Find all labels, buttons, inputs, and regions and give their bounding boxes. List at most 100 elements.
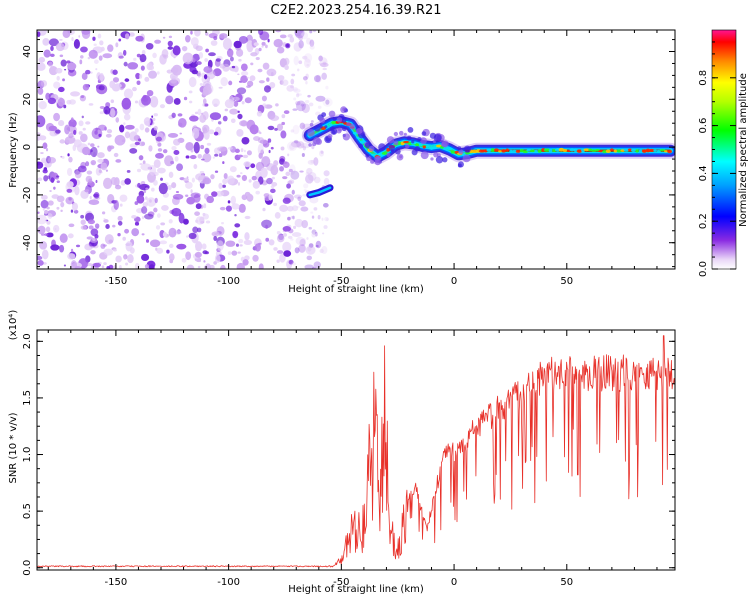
noise-speckle xyxy=(299,238,306,247)
ridge-hotspot xyxy=(620,149,625,152)
colorbar-tick-label: 0.6 xyxy=(698,118,709,134)
ridge-hotspot xyxy=(562,148,568,153)
noise-speckle xyxy=(49,190,52,192)
noise-speckle xyxy=(296,93,302,96)
ridge-blob xyxy=(370,159,375,164)
noise-speckle xyxy=(112,69,118,75)
noise-speckle xyxy=(306,63,310,67)
noise-speckle xyxy=(62,78,65,82)
noise-speckle xyxy=(64,136,76,144)
noise-speckle xyxy=(322,61,327,65)
noise-speckle xyxy=(93,43,97,46)
noise-speckle xyxy=(162,231,167,238)
noise-speckle xyxy=(268,149,271,154)
noise-speckle xyxy=(237,73,240,76)
noise-speckle xyxy=(222,161,225,165)
noise-speckle xyxy=(152,52,157,59)
noise-speckle xyxy=(117,233,121,237)
noise-speckle xyxy=(298,35,304,41)
noise-speckle xyxy=(113,177,120,187)
ridge-blob xyxy=(336,117,343,123)
noise-speckle xyxy=(219,33,228,39)
noise-speckle xyxy=(270,72,274,77)
noise-speckle xyxy=(82,83,90,91)
noise-speckle xyxy=(261,45,264,48)
noise-speckle xyxy=(181,46,188,52)
noise-speckle xyxy=(103,248,113,256)
noise-speckle xyxy=(144,196,148,200)
noise-speckle xyxy=(154,197,158,204)
noise-speckle xyxy=(305,37,312,45)
noise-speckle xyxy=(80,55,84,59)
noise-speckle xyxy=(236,174,241,178)
noise-speckle xyxy=(107,145,112,152)
noise-speckle xyxy=(195,203,202,210)
x-tick-label: -50 xyxy=(333,276,349,287)
noise-speckle xyxy=(117,215,123,221)
noise-speckle xyxy=(298,60,303,65)
noise-speckle xyxy=(322,67,327,71)
noise-speckle xyxy=(94,59,99,64)
noise-speckle xyxy=(303,183,309,189)
noise-speckle xyxy=(242,259,249,266)
noise-speckle xyxy=(309,45,315,50)
noise-speckle xyxy=(58,120,65,127)
noise-speckle xyxy=(291,205,299,212)
ridge-blob xyxy=(399,155,403,159)
noise-speckle xyxy=(44,233,49,236)
noise-speckle xyxy=(277,75,285,81)
noise-speckle xyxy=(125,241,133,252)
ridge-blob xyxy=(307,129,315,137)
noise-speckle xyxy=(238,35,248,44)
noise-speckle xyxy=(290,140,302,148)
noise-speckle xyxy=(119,264,122,269)
ridge-blob xyxy=(399,130,404,136)
noise-speckle xyxy=(167,184,172,191)
noise-speckle xyxy=(214,254,221,263)
noise-speckle xyxy=(218,86,223,89)
noise-speckle xyxy=(293,97,297,101)
noise-speckle xyxy=(194,251,202,258)
noise-speckle xyxy=(189,154,197,160)
ridge-hotspot xyxy=(529,149,536,153)
noise-speckle xyxy=(197,108,202,116)
noise-speckle xyxy=(153,207,158,213)
noise-speckle xyxy=(226,175,235,185)
noise-speckle xyxy=(59,233,68,243)
noise-speckle xyxy=(321,217,324,221)
noise-speckle xyxy=(300,30,304,33)
noise-speckle xyxy=(54,228,57,231)
noise-speckle xyxy=(216,240,224,251)
noise-speckle xyxy=(87,219,96,225)
noise-speckle xyxy=(106,266,111,269)
noise-speckle xyxy=(253,136,261,142)
ridge-blob xyxy=(441,140,449,148)
noise-speckle xyxy=(70,209,74,213)
noise-speckle xyxy=(293,194,302,199)
noise-speckle xyxy=(313,157,319,166)
noise-speckle xyxy=(287,34,293,38)
noise-speckle xyxy=(47,61,53,67)
y-tick-label: 40 xyxy=(22,45,33,58)
noise-speckle xyxy=(190,189,193,194)
noise-speckle xyxy=(47,157,57,164)
y-tick-label: 1.5 xyxy=(22,390,33,406)
noise-speckle xyxy=(251,175,257,181)
noise-speckle xyxy=(322,203,329,208)
noise-speckle xyxy=(205,48,209,53)
noise-speckle xyxy=(319,248,324,254)
noise-speckle xyxy=(313,207,318,211)
ridge-hotspot xyxy=(653,149,657,152)
noise-speckle xyxy=(254,243,262,252)
noise-speckle xyxy=(191,69,199,75)
noise-speckle xyxy=(103,262,107,266)
noise-speckle xyxy=(246,85,251,89)
noise-speckle xyxy=(258,152,263,159)
noise-speckle xyxy=(279,58,287,68)
noise-speckle xyxy=(286,44,290,48)
noise-speckle xyxy=(206,195,215,204)
noise-speckle xyxy=(297,68,300,72)
noise-speckle xyxy=(122,236,126,241)
noise-speckle xyxy=(307,94,311,98)
noise-speckle xyxy=(273,160,279,167)
